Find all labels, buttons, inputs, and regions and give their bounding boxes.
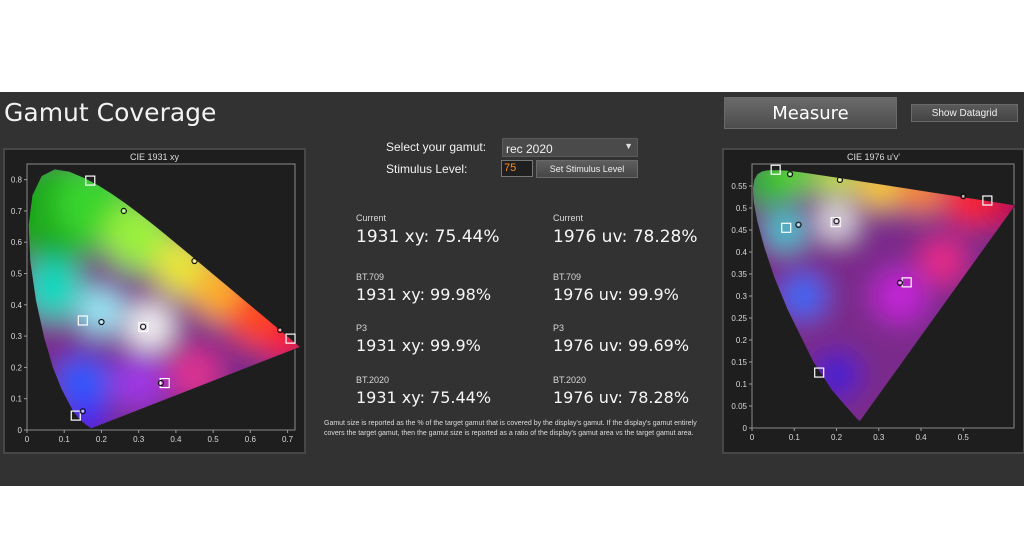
y-tick-label: 0.35	[731, 270, 747, 279]
x-tick-label: 0.4	[915, 433, 927, 442]
y-tick-label: 0.3	[736, 292, 748, 301]
y-tick-label: 0.8	[11, 176, 23, 185]
measured-point-marker	[98, 318, 105, 326]
stat-left-value-bt2020: 1931 xy: 75.44%	[356, 388, 492, 407]
y-tick-label: 0.5	[11, 270, 23, 279]
x-tick-label: 0.7	[282, 435, 294, 444]
y-tick-label: 0	[18, 426, 23, 435]
set-stimulus-button[interactable]: Set Stimulus Level	[536, 160, 638, 178]
x-tick-label: 0.5	[958, 433, 970, 442]
target-point-marker	[285, 333, 296, 344]
y-tick-label: 0.05	[731, 402, 747, 411]
stimulus-input[interactable]: 75	[501, 160, 533, 177]
target-point-marker	[814, 367, 825, 378]
stat-right-label-p3: P3	[553, 323, 565, 333]
cie1976-chart-title: CIE 1976 u'v'	[847, 152, 900, 162]
cie1976-chart-panel: CIE 1976 u'v' 0 0.1 0.2 0.3 0.4 0.5 0 0.05 0.1 0.…	[722, 148, 1024, 454]
y-tick-label: 0.2	[736, 336, 748, 345]
stat-left-value-bt709: 1931 xy: 99.98%	[356, 285, 492, 304]
measured-point-marker	[79, 408, 86, 415]
measured-point-marker	[157, 379, 165, 387]
stat-right-value-bt2020: 1976 uv: 78.28%	[553, 388, 690, 407]
x-tick-label: 0.3	[873, 433, 885, 442]
y-tick-label: 0.15	[731, 358, 747, 367]
page-title: Gamut Coverage	[4, 98, 217, 127]
cie1931-chart-panel: CIE 1931 xy 0 0.1 0.2 0.3 0.4 0.5 0.6 0.7 0 0.1 0.…	[3, 148, 306, 454]
show-datagrid-button[interactable]: Show Datagrid	[911, 104, 1018, 122]
gamut-select-value: rec 2020	[506, 142, 553, 156]
y-tick-label: 0.1	[736, 380, 748, 389]
y-tick-label: 0.2	[11, 363, 23, 372]
y-tick-label: 0.5	[736, 204, 748, 213]
x-tick-label: 0	[750, 433, 755, 442]
measured-point-marker	[960, 192, 967, 200]
stat-right-label-bt709: BT.709	[553, 272, 582, 282]
y-tick-label: 0.4	[11, 301, 23, 310]
y-tick-label: 0	[743, 424, 748, 433]
measured-point-marker	[139, 323, 147, 330]
target-point-marker	[830, 216, 841, 228]
measured-point-marker	[833, 218, 840, 225]
measured-point-marker	[786, 170, 794, 178]
target-point-marker	[85, 175, 96, 186]
gamut-select[interactable]: rec 2020 ▼	[502, 138, 638, 157]
stat-left-value-p3: 1931 xy: 99.9%	[356, 336, 481, 355]
x-tick-label: 0.6	[245, 435, 257, 444]
target-point-marker	[781, 222, 792, 233]
target-point-marker	[70, 410, 81, 421]
cie1976-chart: 0 0.1 0.2 0.3 0.4 0.5 0 0.05 0.1 0.15 0.2 0.25 0.3 0.…	[731, 163, 1016, 442]
stimulus-label: Stimulus Level:	[386, 162, 468, 176]
spectral-locus	[28, 168, 302, 429]
target-point-marker	[770, 164, 781, 175]
x-tick-label: 0.2	[96, 435, 108, 444]
stat-left-label-p3: P3	[356, 323, 368, 333]
x-tick-label: 0	[25, 435, 30, 444]
stat-left-label-bt2020: BT.2020	[356, 375, 390, 385]
measured-point-marker	[896, 279, 904, 286]
cie1931-chart: 0 0.1 0.2 0.3 0.4 0.5 0.6 0.7 0 0.1 0.2 0.3 0.4 0.5 0.…	[11, 163, 302, 444]
gamut-note: Gamut size is reported as the % of the t…	[324, 420, 697, 437]
app-window: Gamut Coverage Measure Show Datagrid CIE…	[0, 92, 1024, 486]
x-tick-label: 0.3	[133, 435, 145, 444]
x-tick-label: 0.5	[208, 435, 220, 444]
y-tick-label: 0.3	[11, 332, 23, 341]
y-tick-label: 0.6	[11, 238, 23, 247]
gamut-label: Select your gamut:	[386, 140, 487, 154]
y-tick-label: 0.4	[736, 248, 748, 257]
measured-point-marker	[795, 221, 802, 228]
stat-right-value-bt709: 1976 uv: 99.9%	[553, 285, 679, 304]
x-tick-label: 0.1	[59, 435, 71, 444]
x-tick-label: 0.2	[831, 433, 843, 442]
x-tick-label: 0.1	[789, 433, 801, 442]
measured-point-marker	[836, 176, 844, 183]
y-tick-label: 0.55	[731, 182, 747, 191]
cie1931-chart-title: CIE 1931 xy	[129, 152, 180, 162]
target-point-marker	[982, 195, 993, 206]
spectral-locus	[752, 169, 1016, 422]
y-tick-label: 0.25	[731, 314, 747, 323]
stat-right-value-p3: 1976 uv: 99.69%	[553, 336, 690, 355]
measure-button[interactable]: Measure	[724, 97, 897, 129]
y-tick-label: 0.7	[11, 207, 23, 216]
measured-point-marker	[120, 207, 127, 215]
stat-left-label-bt709: BT.709	[356, 272, 385, 282]
measured-point-marker	[191, 257, 198, 265]
x-tick-label: 0.4	[170, 435, 182, 444]
stat-left-label-current: Current	[356, 213, 387, 223]
y-tick-label: 0.1	[11, 395, 23, 404]
stat-right-value-current: 1976 uv: 78.28%	[553, 227, 698, 247]
measured-point-marker	[276, 326, 284, 334]
stat-right-label-bt2020: BT.2020	[553, 375, 587, 385]
y-tick-label: 0.45	[731, 226, 747, 235]
stat-right-label-current: Current	[553, 213, 584, 223]
stat-left-value-current: 1931 xy: 75.44%	[356, 227, 500, 247]
chevron-down-icon: ▼	[624, 141, 633, 151]
target-point-marker	[138, 321, 149, 333]
target-point-marker	[77, 315, 88, 326]
